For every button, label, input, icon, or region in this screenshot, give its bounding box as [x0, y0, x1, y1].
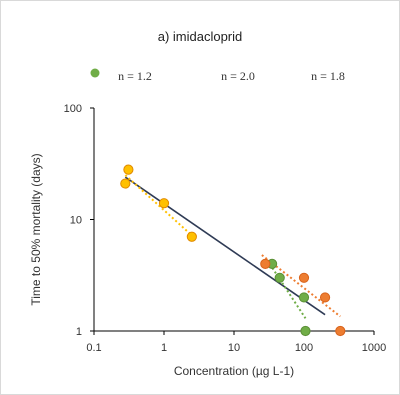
y-tick-label: 10: [70, 215, 82, 227]
n-annotation: n = 1.2: [118, 69, 152, 83]
series-2-point: [274, 272, 285, 283]
x-tick-label: 10: [228, 342, 240, 354]
series-1-point: [158, 198, 170, 209]
x-axis-label: Concentration (µg L-1): [174, 364, 294, 378]
series-3-trend-line: [261, 254, 341, 318]
n-annotations: n = 1.2 n = 2.0 n = 1.8: [90, 68, 345, 83]
series-1-trend-line: [124, 174, 193, 237]
overall-trend-line: [124, 176, 326, 316]
x-tick-label: 100: [295, 342, 313, 354]
series-2-point: [300, 325, 311, 337]
series-3-point: [319, 292, 331, 303]
y-tick-label: 1: [76, 326, 82, 338]
data-points: [120, 164, 346, 337]
series-1-point: [186, 231, 197, 242]
series-3-point: [298, 272, 310, 283]
n-annotation: n = 2.0: [221, 69, 255, 83]
n-annotation: n = 1.8: [311, 69, 345, 83]
axes: 1 10 100 0.1 1 10 100 1000: [64, 103, 387, 354]
x-tick-label: 1: [161, 342, 167, 354]
x-tick-label: 1000: [362, 342, 386, 354]
legend-marker: [90, 68, 100, 78]
x-tick-label: 0.1: [86, 342, 101, 354]
y-tick-label: 100: [64, 103, 82, 115]
series-1-point: [123, 164, 134, 175]
y-axis-label: Time to 50% mortality (days): [29, 153, 43, 305]
series-2-point: [298, 292, 310, 303]
series-1-point: [120, 178, 131, 189]
chart-title: a) imidacloprid: [158, 29, 243, 44]
trend-lines: [124, 174, 341, 319]
series-3-point: [260, 258, 271, 269]
series-3-point: [335, 325, 346, 337]
